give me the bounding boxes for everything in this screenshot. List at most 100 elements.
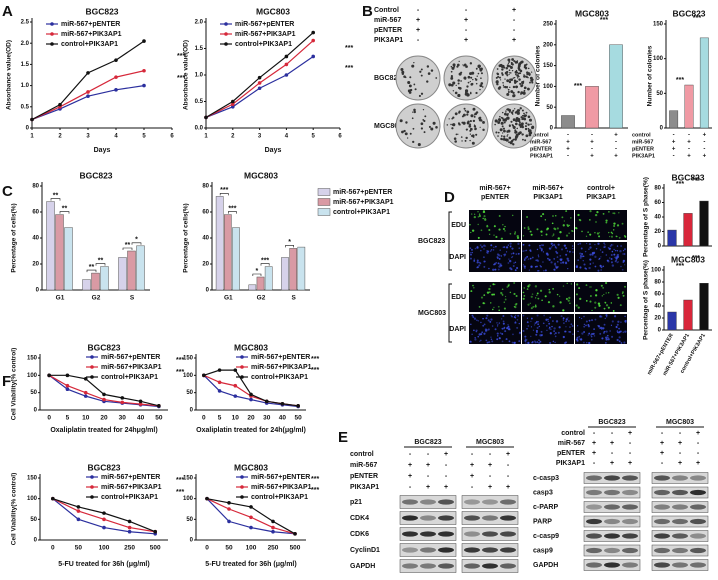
nucleus [623, 252, 626, 256]
blot-band [586, 562, 602, 568]
condition-sign: - [629, 450, 632, 457]
nucleus [540, 249, 543, 252]
nucleus [563, 322, 565, 324]
nucleus [577, 243, 579, 245]
bar [683, 213, 693, 247]
colony [496, 68, 499, 70]
nucleus [580, 317, 583, 320]
colony [518, 109, 521, 112]
condition-sign: - [593, 430, 596, 437]
colony [507, 62, 510, 64]
nucleus [507, 262, 510, 264]
nucleus [572, 247, 574, 250]
blot-band [654, 562, 670, 568]
condition-sign: - [611, 430, 614, 437]
nucleus [569, 326, 571, 328]
nucleus [589, 233, 592, 236]
colony [467, 75, 471, 79]
data-point [231, 105, 235, 109]
legend-label: miR-567+PIK3AP1 [333, 199, 394, 206]
colony [469, 62, 473, 65]
blot-band [622, 518, 638, 525]
bracket [448, 211, 452, 271]
nucleus [622, 250, 625, 252]
nucleus [562, 261, 565, 264]
colony [507, 90, 510, 94]
nucleus [523, 265, 526, 268]
chart-title: BGC823 [671, 172, 704, 182]
nucleus [523, 294, 526, 297]
y-tick-label: 150 [543, 63, 554, 69]
condition-sign: + [687, 140, 691, 146]
nucleus [613, 248, 615, 251]
bar [585, 86, 599, 129]
nucleus [482, 256, 485, 259]
colony [507, 64, 509, 66]
x-tick-label: 0 [51, 545, 55, 552]
nucleus [575, 304, 578, 307]
significance: * [256, 268, 259, 275]
nucleus [529, 230, 532, 233]
colony [479, 84, 483, 88]
condition-label: miR-567 [374, 17, 401, 24]
x-tick-label: 5 [312, 134, 316, 140]
bar [609, 44, 623, 129]
colony [467, 120, 470, 123]
nucleus [581, 255, 584, 258]
chart-title: BGC823 [87, 462, 120, 472]
nucleus [608, 247, 611, 250]
nucleus [572, 333, 574, 335]
nucleus [598, 258, 600, 260]
data-point [231, 102, 235, 106]
nucleus [620, 244, 623, 248]
data-point [311, 38, 316, 43]
condition-label: pENTER [632, 146, 654, 152]
nucleus [578, 338, 580, 340]
nucleus [527, 325, 530, 327]
nucleus [569, 302, 571, 304]
nucleus [480, 229, 483, 232]
nucleus [606, 316, 608, 318]
column-header: PIK3AP1 [533, 194, 562, 201]
nucleus [591, 253, 594, 256]
micrograph [469, 282, 521, 312]
nucleus [594, 243, 596, 246]
blot-band [500, 515, 516, 521]
nucleus [547, 257, 549, 260]
blot-band [604, 518, 620, 525]
data-point [284, 62, 289, 67]
colony [475, 91, 478, 95]
nucleus [589, 263, 592, 265]
blot-band [420, 563, 436, 569]
colony [420, 92, 424, 95]
nucleus [614, 249, 617, 252]
condition-label: control [350, 451, 374, 458]
colony [522, 91, 526, 95]
colony [504, 85, 507, 89]
condition-sign: - [427, 451, 430, 458]
nucleus [605, 304, 609, 307]
data-point [284, 73, 289, 77]
nucleus [587, 334, 589, 336]
nucleus [618, 340, 621, 343]
y-tick-label: 0.5 [195, 99, 204, 105]
condition-sign: + [408, 473, 412, 480]
condition-sign: - [679, 450, 682, 457]
colony [505, 138, 509, 142]
nucleus [491, 293, 494, 296]
nucleus [578, 287, 581, 290]
condition-sign: - [507, 462, 510, 469]
nucleus [513, 316, 516, 319]
condition-sign: + [416, 27, 420, 34]
colony [506, 87, 508, 89]
column-header: PIK3AP1 [586, 194, 615, 201]
y-tick-label: 50 [656, 91, 663, 97]
x-tick-label: 50 [75, 545, 83, 552]
colony [505, 110, 507, 112]
nucleus [607, 338, 610, 341]
colony [510, 90, 514, 93]
nucleus [579, 297, 582, 301]
condition-label: PIK3AP1 [556, 460, 585, 467]
blot-band [420, 531, 436, 537]
blot-band [622, 533, 638, 539]
